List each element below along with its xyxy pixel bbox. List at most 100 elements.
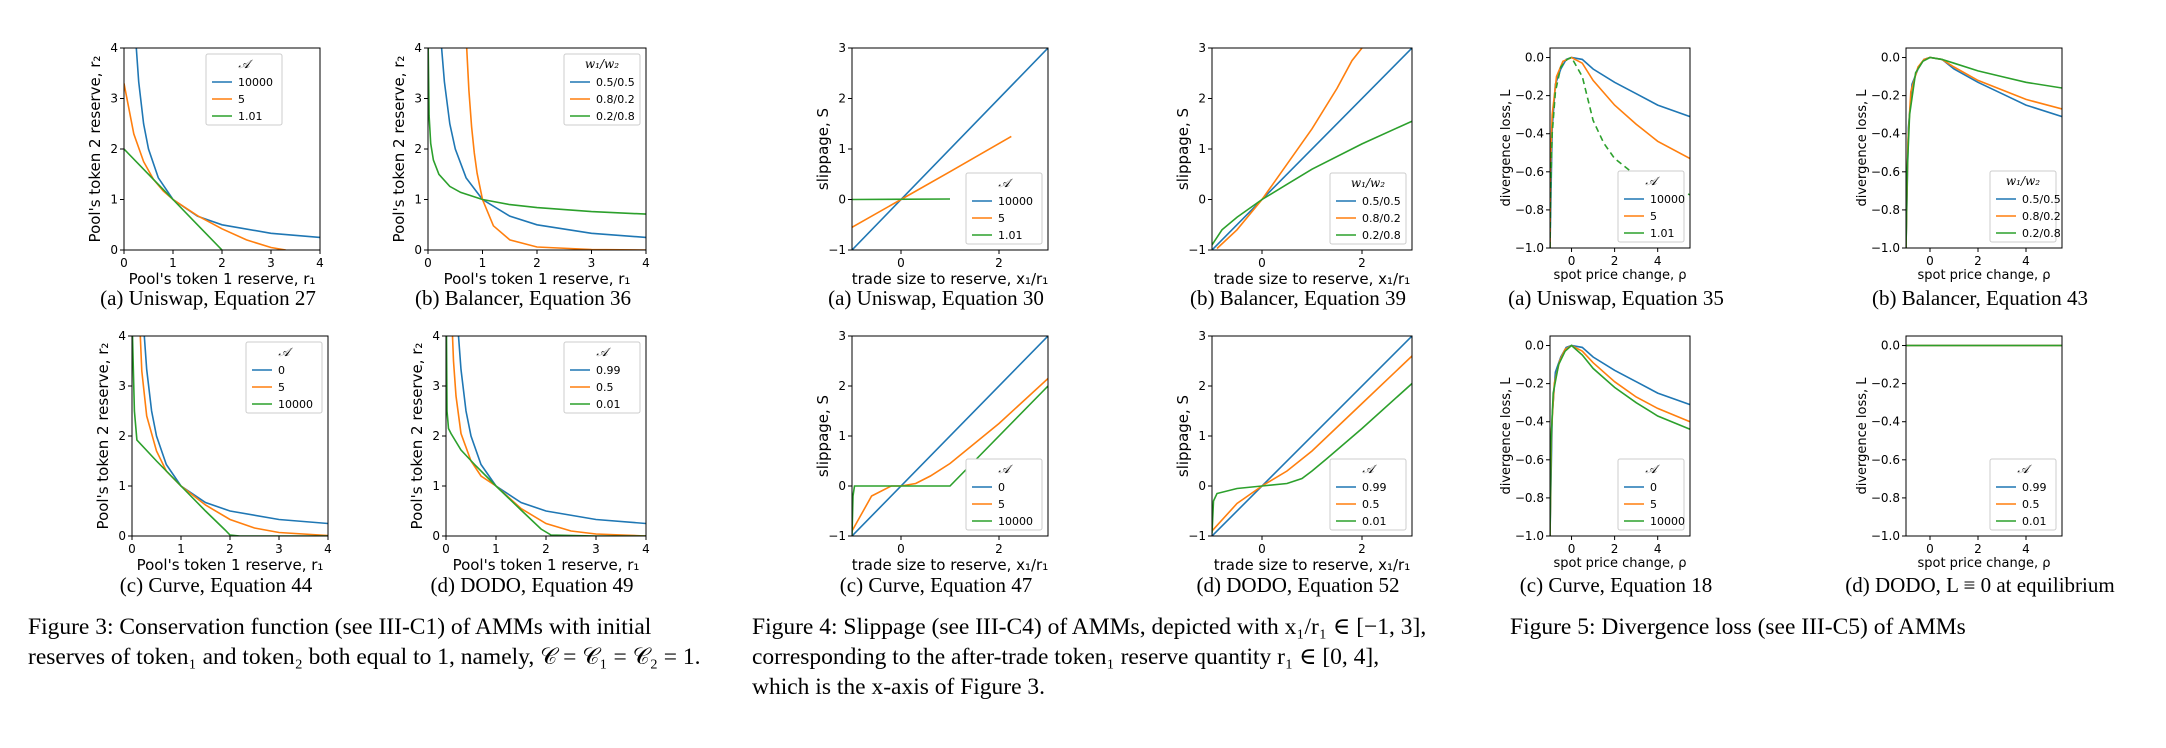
series-line-c4c-0 — [852, 336, 1048, 536]
subfigure-caption: (c) Curve, Equation 47 — [840, 573, 1032, 597]
legend-entry: 0.2/0.8 — [596, 110, 635, 123]
x-tick-label: 0 — [1258, 256, 1266, 270]
legend-entry: 0.99 — [596, 364, 621, 377]
y-tick-label: 0.0 — [1881, 339, 1900, 353]
chart-c5d: 0 2 4 −1.0 −0.8 −0.6 −0.4 −0.2 0.0 spot price cha… — [1845, 335, 2115, 597]
subfigure-caption: (a) Uniswap, Equation 27 — [100, 286, 316, 310]
subfigure-caption: (d) DODO, L ≡ 0 at equilibrium — [1845, 573, 2114, 597]
x-axis-label: spot price change, ρ — [1553, 556, 1686, 571]
legend-box — [1989, 170, 2057, 243]
legend-entry: 10000 — [998, 515, 1033, 528]
y-axis-label: divergence loss, L — [1499, 89, 1514, 207]
legend-entry: 1.01 — [998, 229, 1023, 242]
subfigure-caption: (b) Balancer, Equation 36 — [415, 286, 631, 310]
legend-entry: 0.5/0.5 — [1362, 195, 1401, 208]
y-tick-label: 3 — [838, 41, 846, 55]
legend-entry: 5 — [238, 93, 245, 106]
x-tick-label: 0 — [1926, 254, 1934, 268]
y-tick-label: 0 — [414, 243, 422, 257]
series-line-c4b-2 — [1212, 120, 1412, 246]
x-axis-label: trade size to reserve, x₁/r₁ — [1214, 556, 1410, 574]
y-tick-label: −0.4 — [1515, 127, 1544, 141]
chart-c4a: 0 2 −1 0 1 2 3 trade size to reserve, x₁/r₁ slip… — [814, 41, 1049, 310]
y-tick-label: −1.0 — [1515, 241, 1544, 255]
legend-box — [1989, 458, 2057, 531]
y-axis-label: divergence loss, L — [1855, 89, 1870, 207]
y-tick-label: −1.0 — [1515, 529, 1544, 543]
x-tick-label: 0 — [1568, 542, 1576, 556]
legend-entry: 0.01 — [2022, 515, 2047, 528]
plot-frame — [1549, 335, 1691, 537]
legend-title: 𝒜 — [278, 345, 293, 359]
y-tick-label: 2 — [118, 429, 126, 443]
x-axis-label: trade size to reserve, x₁/r₁ — [1214, 270, 1410, 288]
legend-entry: 10000 — [1650, 193, 1685, 206]
subfigure-caption: (b) Balancer, Equation 43 — [1872, 286, 2088, 310]
legend-title: 𝒜 — [596, 345, 611, 359]
legend-entry: 10000 — [238, 76, 273, 89]
legend-box — [965, 172, 1043, 245]
legend: 𝒜 0 5 10000 — [965, 458, 1043, 531]
x-tick-label: 2 — [1974, 542, 1982, 556]
x-axis-label: trade size to reserve, x₁/r₁ — [852, 270, 1048, 288]
y-tick-label: −0.4 — [1871, 127, 1900, 141]
y-tick-label: 2 — [838, 379, 846, 393]
y-tick-label: 0 — [838, 193, 846, 207]
y-tick-label: −0.6 — [1515, 453, 1544, 467]
x-axis-label: spot price change, ρ — [1917, 556, 2050, 571]
x-tick-label: 1 — [169, 256, 177, 270]
y-tick-label: 2 — [1198, 379, 1206, 393]
x-tick-label: 3 — [275, 542, 283, 556]
series-line-c4b-0 — [1212, 48, 1412, 250]
plot-frame — [1549, 47, 1691, 249]
legend-box — [245, 341, 323, 414]
y-axis-label: slippage, S — [1174, 108, 1192, 190]
y-tick-label: 2 — [432, 429, 440, 443]
x-tick-label: 2 — [995, 542, 1003, 556]
y-tick-label: 1 — [118, 479, 126, 493]
series-line-c3d-2 — [446, 336, 646, 536]
x-tick-label: 0 — [897, 256, 905, 270]
x-tick-label: 0 — [442, 542, 450, 556]
chart-c5a: 0 2 4 −1.0 −0.8 −0.6 −0.4 −0.2 0.0 spot price cha… — [1499, 47, 1724, 310]
y-axis-label: Pool's token 2 reserve, r₂ — [408, 343, 426, 530]
legend-title: 𝒜 — [2017, 462, 2032, 476]
chart-c5c: 0 2 4 −1.0 −0.8 −0.6 −0.4 −0.2 0.0 spot price cha… — [1499, 335, 1712, 597]
series-line-c3d-0 — [457, 336, 646, 525]
subfigure-caption: (b) Balancer, Equation 39 — [1190, 286, 1406, 310]
x-tick-label: 4 — [1654, 254, 1662, 268]
series-line-c5c-2 — [1550, 344, 1690, 536]
y-tick-label: 3 — [1198, 41, 1206, 55]
legend-entry: 0.8/0.2 — [1362, 212, 1401, 225]
x-tick-label: 1 — [479, 256, 487, 270]
legend-entry: 5 — [1650, 498, 1657, 511]
legend-title: 𝒜 — [1362, 462, 1377, 476]
chart-c3b: 0 1 2 3 4 0 1 2 3 4 Pool's token 1 reserve, r₁ Pool… — [390, 41, 650, 310]
legend-entry: 10000 — [1650, 515, 1685, 528]
y-tick-label: −0.2 — [1871, 377, 1900, 391]
x-tick-label: 0 — [1258, 542, 1266, 556]
y-tick-label: −0.6 — [1515, 165, 1544, 179]
legend-entry: 5 — [278, 381, 285, 394]
y-tick-label: 3 — [1198, 329, 1206, 343]
y-tick-label: −1 — [828, 243, 846, 257]
series-line-c3b-2 — [428, 48, 646, 215]
y-axis-label: divergence loss, L — [1499, 377, 1514, 495]
x-tick-label: 4 — [324, 542, 332, 556]
legend-entry: 0.8/0.2 — [596, 93, 635, 106]
figure-3-caption: Figure 3: Conservation function (see III… — [28, 614, 701, 670]
x-axis-label: Pool's token 1 reserve, r₁ — [444, 270, 631, 288]
x-tick-label: 2 — [226, 542, 234, 556]
x-tick-label: 2 — [1974, 254, 1982, 268]
legend: 𝒜 0 5 10000 — [1617, 458, 1685, 531]
legend-box — [965, 458, 1043, 531]
plot-frame — [1905, 335, 2063, 537]
legend-entry: 5 — [1650, 210, 1657, 223]
legend-entry: 0.5 — [2022, 498, 2040, 511]
legend-entry: 0.99 — [1362, 481, 1387, 494]
legend-box — [205, 53, 283, 126]
y-axis-label: slippage, S — [814, 108, 832, 190]
chart-c4c: 0 2 −1 0 1 2 3 trade size to reserve, x₁/r₁ slip… — [814, 329, 1049, 597]
subfigure-caption: (a) Uniswap, Equation 35 — [1508, 286, 1724, 310]
